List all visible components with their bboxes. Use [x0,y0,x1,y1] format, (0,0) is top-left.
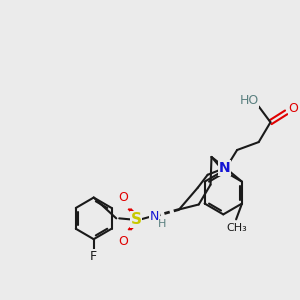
Text: F: F [90,250,97,262]
Text: O: O [118,191,128,204]
Text: S: S [130,212,141,227]
Text: H: H [158,219,166,229]
Text: O: O [288,102,298,115]
Text: CH₃: CH₃ [227,223,248,233]
Text: HO: HO [239,94,259,107]
Text: N: N [218,161,230,175]
Text: O: O [118,235,128,248]
Text: N: N [150,210,159,223]
